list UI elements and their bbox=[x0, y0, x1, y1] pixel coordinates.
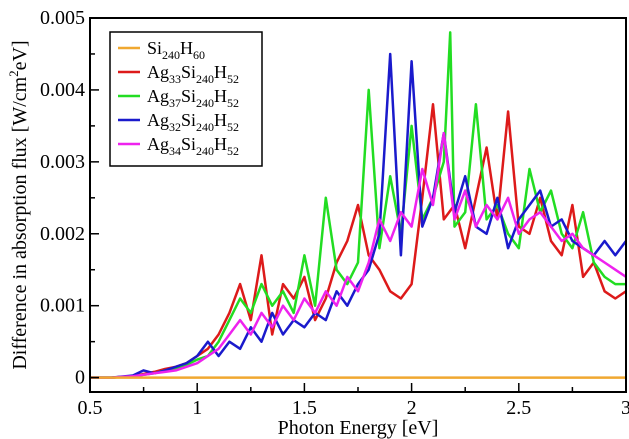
series-line-Ag34Si240H52 bbox=[90, 131, 626, 379]
series-layer bbox=[90, 31, 626, 379]
x-axis-title: Photon Energy [eV] bbox=[278, 417, 439, 439]
legend-label: Ag37Si240H52 bbox=[147, 86, 239, 110]
x-tick-label: 0.5 bbox=[78, 397, 103, 419]
y-tick-label: 0.002 bbox=[40, 223, 85, 245]
legend: Si240H60Ag33Si240H52Ag37Si240H52Ag32Si24… bbox=[109, 31, 263, 167]
y-tick-label: 0.003 bbox=[40, 151, 85, 173]
series-line-Ag37Si240H52 bbox=[90, 31, 626, 379]
y-tick-label: 0.004 bbox=[40, 79, 85, 101]
y-tick-label: 0.005 bbox=[40, 7, 85, 29]
x-tick-label: 2 bbox=[407, 397, 417, 419]
x-tick-label: 3 bbox=[621, 397, 629, 419]
legend-label: Ag32Si240H52 bbox=[147, 110, 239, 134]
legend-label: Ag33Si240H52 bbox=[147, 62, 239, 86]
x-tick-label: 1 bbox=[192, 397, 202, 419]
ticks-layer: 0.5 1 1.5 2 2.5 3 0 0.001 0.002 0.003 0.004 0.005 bbox=[40, 7, 629, 419]
x-tick-label: 2.5 bbox=[506, 397, 531, 419]
legend-label: Si240H60 bbox=[147, 38, 205, 62]
y-axis-title: Difference in absorption flux [W/cm2eV] bbox=[6, 40, 31, 369]
y-tick-label: 0 bbox=[75, 367, 85, 389]
series-line-Ag32Si240H52 bbox=[90, 52, 626, 379]
legend-label: Ag34Si240H52 bbox=[147, 134, 239, 158]
y-tick-label: 0.001 bbox=[40, 295, 85, 317]
x-tick-label: 1.5 bbox=[292, 397, 317, 419]
